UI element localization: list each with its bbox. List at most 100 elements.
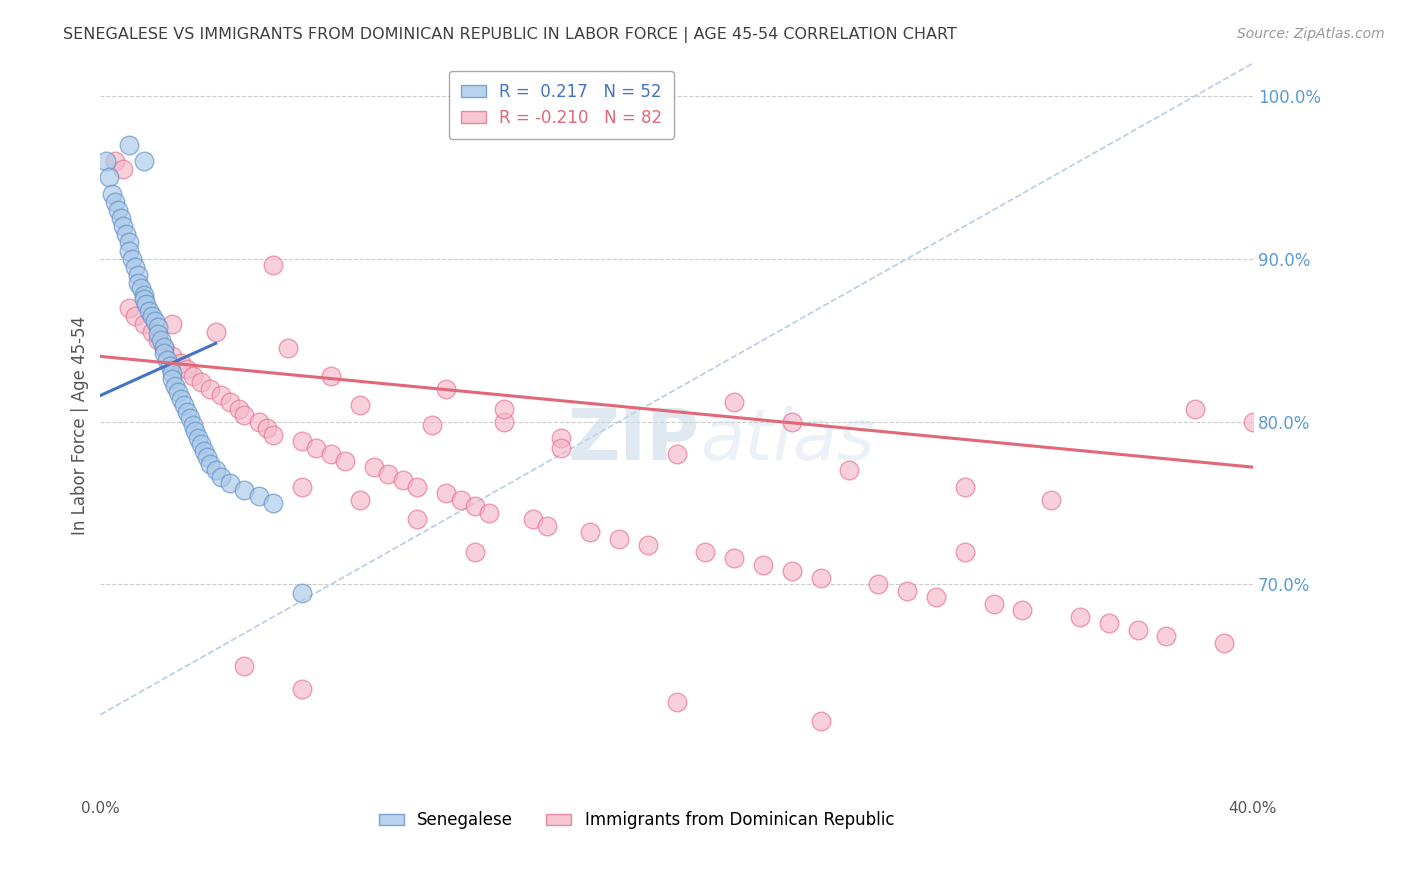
Point xyxy=(291,585,314,599)
Point xyxy=(723,551,745,566)
Point xyxy=(233,658,256,673)
Point xyxy=(434,382,457,396)
Point xyxy=(392,473,415,487)
Point xyxy=(121,252,143,266)
Point xyxy=(810,571,832,585)
Point xyxy=(127,276,149,290)
Point xyxy=(319,368,342,383)
Point xyxy=(492,415,515,429)
Point xyxy=(335,453,357,467)
Point xyxy=(167,385,190,400)
Point xyxy=(810,714,832,728)
Legend: Senegalese, Immigrants from Dominican Republic: Senegalese, Immigrants from Dominican Re… xyxy=(371,805,901,836)
Text: atlas: atlas xyxy=(700,406,875,475)
Point xyxy=(1126,623,1149,637)
Point xyxy=(247,415,270,429)
Point xyxy=(406,480,429,494)
Point xyxy=(146,333,169,347)
Point xyxy=(115,227,138,242)
Text: ZIP: ZIP xyxy=(568,406,700,475)
Point xyxy=(607,532,630,546)
Point xyxy=(156,352,179,367)
Point xyxy=(262,258,284,272)
Point xyxy=(209,388,232,402)
Point xyxy=(868,577,890,591)
Point xyxy=(780,415,803,429)
Point xyxy=(262,496,284,510)
Point xyxy=(112,162,135,177)
Point xyxy=(162,366,184,380)
Point xyxy=(152,340,174,354)
Point xyxy=(464,500,486,514)
Point xyxy=(118,301,141,315)
Point xyxy=(187,431,209,445)
Point xyxy=(896,583,918,598)
Point xyxy=(176,362,198,376)
Point xyxy=(983,597,1005,611)
Point xyxy=(247,490,270,504)
Point xyxy=(152,346,174,360)
Point xyxy=(190,437,212,451)
Point xyxy=(695,545,717,559)
Point xyxy=(204,325,226,339)
Point xyxy=(1241,415,1264,429)
Point xyxy=(953,480,976,494)
Point xyxy=(146,326,169,341)
Point xyxy=(420,417,443,432)
Point xyxy=(522,512,544,526)
Point xyxy=(112,219,135,234)
Text: SENEGALESE VS IMMIGRANTS FROM DOMINICAN REPUBLIC IN LABOR FORCE | AGE 45-54 CORR: SENEGALESE VS IMMIGRANTS FROM DOMINICAN … xyxy=(63,27,957,43)
Point xyxy=(132,287,155,301)
Point xyxy=(124,260,146,274)
Point xyxy=(190,376,212,390)
Point xyxy=(291,480,314,494)
Point xyxy=(1213,636,1236,650)
Point xyxy=(132,153,155,168)
Point xyxy=(277,341,299,355)
Point xyxy=(162,317,184,331)
Point xyxy=(181,417,204,432)
Point xyxy=(129,281,152,295)
Point xyxy=(162,350,184,364)
Point xyxy=(107,202,129,217)
Point xyxy=(291,681,314,696)
Point xyxy=(550,431,572,445)
Point xyxy=(184,425,207,439)
Point xyxy=(233,483,256,497)
Point xyxy=(101,186,124,201)
Point xyxy=(162,372,184,386)
Point xyxy=(319,447,342,461)
Point xyxy=(219,395,242,409)
Point xyxy=(1011,603,1033,617)
Point xyxy=(305,441,328,455)
Point xyxy=(838,463,860,477)
Point xyxy=(1098,616,1121,631)
Point xyxy=(1040,492,1063,507)
Point xyxy=(127,268,149,282)
Point xyxy=(450,492,472,507)
Point xyxy=(135,297,157,311)
Point xyxy=(233,408,256,422)
Point xyxy=(752,558,775,572)
Point xyxy=(193,443,215,458)
Point xyxy=(104,194,127,209)
Point xyxy=(1184,401,1206,416)
Point xyxy=(665,695,688,709)
Point xyxy=(170,356,193,370)
Point xyxy=(228,401,250,416)
Point xyxy=(377,467,399,481)
Point xyxy=(478,506,501,520)
Point xyxy=(104,153,127,168)
Point xyxy=(118,137,141,152)
Point xyxy=(198,457,221,471)
Point xyxy=(219,476,242,491)
Point xyxy=(780,565,803,579)
Point xyxy=(434,486,457,500)
Point xyxy=(118,244,141,258)
Point xyxy=(637,538,659,552)
Point xyxy=(925,591,948,605)
Point xyxy=(124,309,146,323)
Point xyxy=(579,525,602,540)
Point xyxy=(953,545,976,559)
Point xyxy=(204,463,226,477)
